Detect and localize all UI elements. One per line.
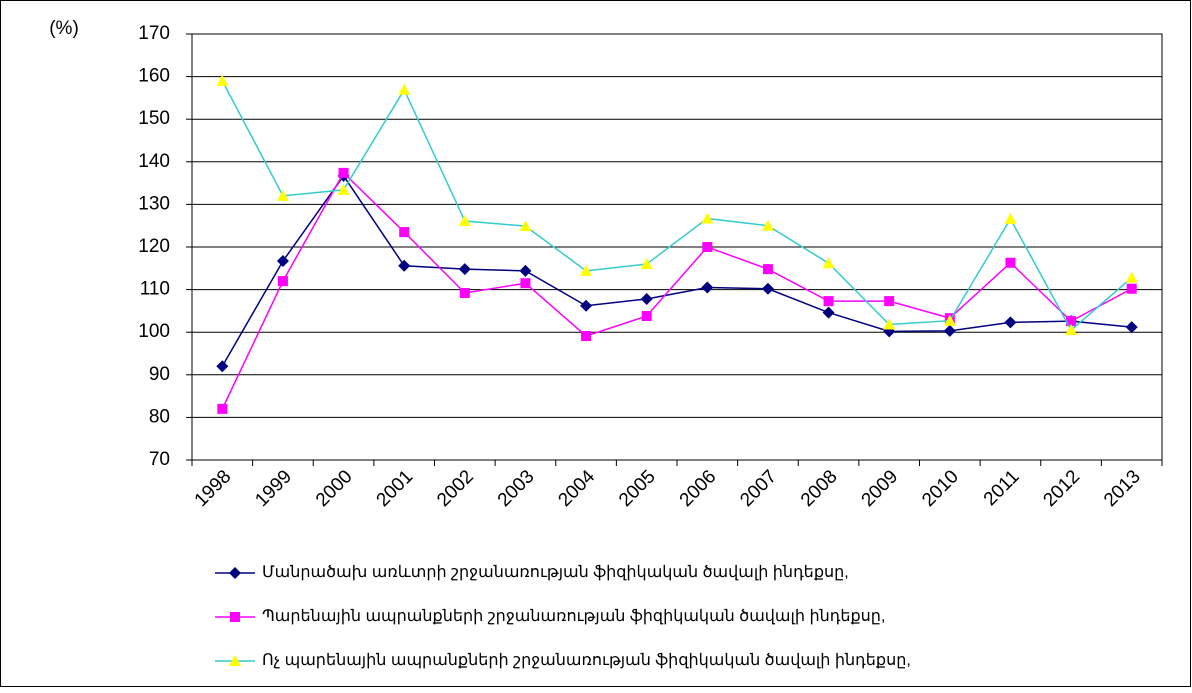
legend-label: Պարենային ապրանքների շրջանառության ֆիզիկ… <box>262 608 885 625</box>
marker <box>761 282 774 295</box>
series-line <box>221 80 1133 332</box>
marker <box>216 74 229 86</box>
marker <box>229 655 241 666</box>
y-tick-label: 130 <box>138 193 170 214</box>
marker <box>884 296 895 307</box>
marker <box>459 288 470 299</box>
y-tick-label: 120 <box>138 236 170 257</box>
legend-label: Ոչ պարենային ապրանքների շրջանառության ֆի… <box>262 652 911 669</box>
marker <box>701 212 714 224</box>
marker <box>640 292 653 305</box>
marker <box>399 227 410 238</box>
marker <box>217 403 228 414</box>
marker <box>641 311 652 322</box>
series-line <box>221 174 1132 367</box>
marker <box>702 242 713 252</box>
marker <box>762 264 773 275</box>
marker <box>276 189 289 201</box>
marker <box>580 264 593 276</box>
marker <box>883 318 896 330</box>
marker <box>823 296 834 307</box>
marker <box>458 215 471 227</box>
marker <box>1066 316 1077 327</box>
y-axis-label: (%) <box>49 18 79 39</box>
marker <box>520 278 531 289</box>
marker <box>338 167 349 178</box>
marker <box>1004 316 1017 329</box>
marker <box>1004 212 1017 224</box>
marker <box>822 306 835 319</box>
marker <box>581 331 592 342</box>
y-tick-label: 150 <box>138 108 170 129</box>
y-tick-label: 160 <box>138 66 170 87</box>
marker <box>640 258 653 270</box>
marker <box>276 255 289 268</box>
series-line <box>221 171 1133 410</box>
marker <box>519 220 532 232</box>
y-tick-label: 100 <box>138 321 170 342</box>
marker <box>230 612 240 622</box>
y-tick-label: 90 <box>149 364 170 385</box>
marker <box>1005 257 1016 268</box>
marker <box>229 567 241 579</box>
marker <box>1125 271 1138 283</box>
marker <box>580 299 593 312</box>
legend-label: Մանրածախ առևտրի շրջանառության ֆիզիկական … <box>262 564 849 581</box>
marker <box>1125 321 1138 334</box>
marker <box>398 259 411 272</box>
y-tick-label: 70 <box>149 449 170 470</box>
marker <box>398 83 411 95</box>
marker <box>277 276 288 287</box>
marker <box>943 314 956 326</box>
marker <box>822 257 835 269</box>
marker <box>701 281 714 294</box>
marker <box>337 183 350 195</box>
marker <box>519 264 532 277</box>
marker <box>216 360 229 373</box>
y-tick-label: 170 <box>138 23 170 44</box>
y-tick-label: 140 <box>138 151 170 172</box>
y-tick-label: 80 <box>149 406 170 427</box>
marker <box>943 324 956 337</box>
y-tick-label: 110 <box>140 279 170 300</box>
marker <box>1126 283 1137 294</box>
marker <box>1065 324 1078 336</box>
marker <box>761 219 774 231</box>
marker <box>458 263 471 276</box>
